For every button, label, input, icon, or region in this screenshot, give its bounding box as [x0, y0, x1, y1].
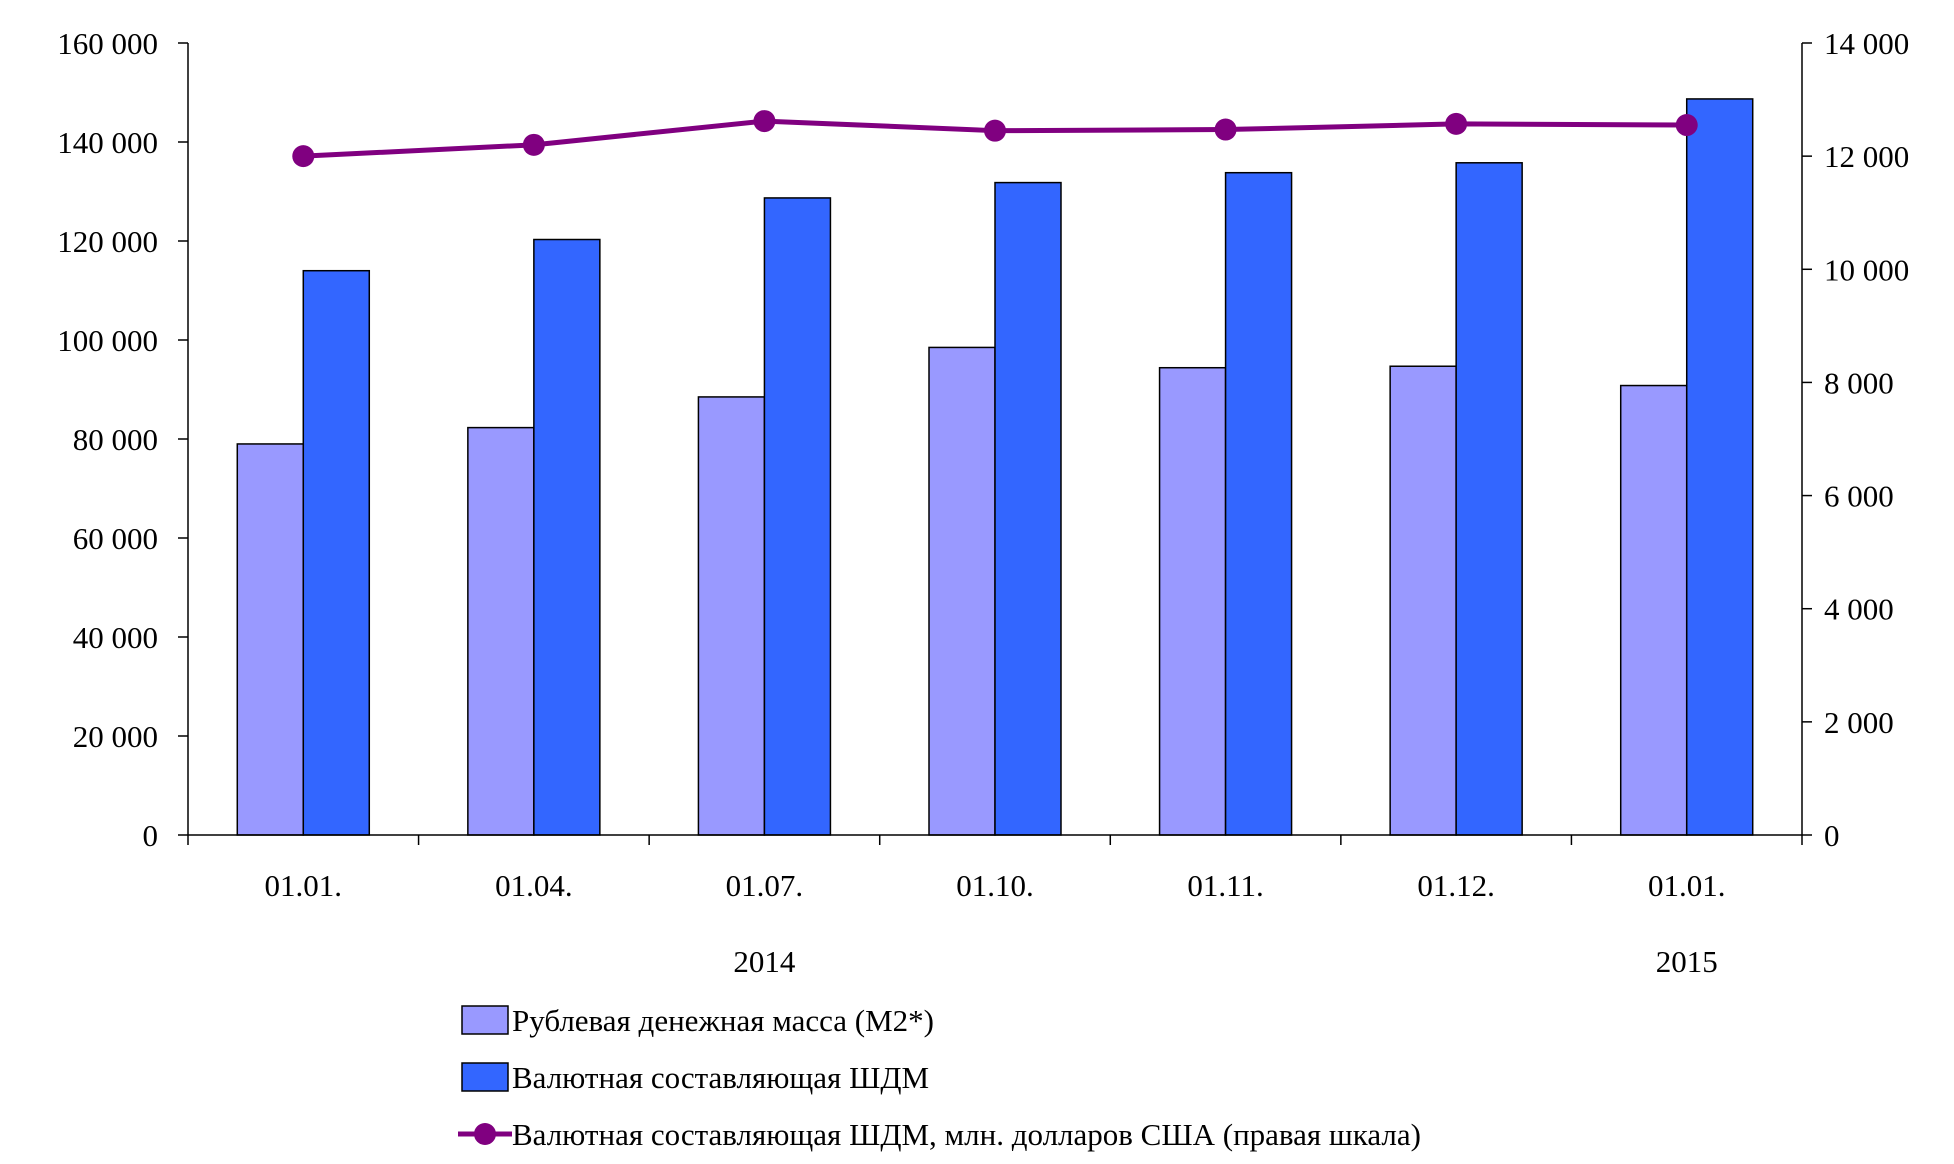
line-point-3: [753, 110, 776, 133]
legend-label: Рублевая денежная масса (М2*): [512, 1003, 934, 1038]
line-point-6: [1445, 112, 1468, 135]
left-tick-label: 60 000: [73, 521, 158, 556]
x-category-label: 01.11.: [1187, 868, 1263, 903]
left-tick-label: 160 000: [57, 26, 158, 61]
bar-series2-5: [1224, 171, 1293, 836]
left-tick-label: 0: [143, 818, 159, 853]
right-tick-label: 2 000: [1824, 705, 1894, 740]
bar-series1-6: [1389, 365, 1457, 836]
x-category-label: 01.07.: [726, 868, 804, 903]
left-tick-label: 40 000: [73, 620, 158, 655]
x-category-label: 01.10.: [956, 868, 1034, 903]
legend-swatch-marker: [474, 1123, 496, 1145]
x-category-label: 01.01.: [265, 868, 343, 903]
x-year-label: 2014: [733, 944, 796, 979]
legend-swatch-bar: [461, 1005, 509, 1035]
bar-series2-4: [994, 181, 1062, 836]
left-tick-label: 20 000: [73, 719, 158, 754]
bar-series1-2: [467, 426, 535, 836]
x-category-label: 01.12.: [1417, 868, 1495, 903]
left-tick-label: 80 000: [73, 422, 158, 457]
bar-series1-4: [928, 346, 996, 836]
left-tick-label: 140 000: [57, 125, 158, 160]
bar-series2-2: [533, 238, 601, 836]
legend-label: Валютная составляющая ШДМ: [512, 1060, 929, 1095]
x-category-label: 01.01.: [1648, 868, 1726, 903]
bar-series1-5: [1158, 366, 1227, 836]
bar-series2-3: [763, 197, 832, 836]
bars-layer: [236, 98, 1754, 836]
bar-series1-1: [236, 443, 305, 836]
line-point-4: [984, 119, 1006, 142]
bar-series1-3: [697, 396, 766, 836]
right-tick-label: 6 000: [1824, 479, 1894, 514]
bar-series2-1: [302, 269, 371, 836]
line-point-1: [292, 145, 315, 168]
right-tick-label: 12 000: [1824, 139, 1909, 174]
line-series-layer: [292, 110, 1698, 168]
right-tick-label: 0: [1824, 818, 1840, 853]
right-tick-label: 8 000: [1824, 365, 1894, 400]
right-tick-label: 10 000: [1824, 252, 1909, 287]
left-tick-label: 100 000: [57, 323, 158, 358]
axes-layer: 0 20 000 40 000 60 000 80 000 100 000 120 000 1…: [57, 26, 1909, 979]
bar-series2-6: [1455, 162, 1523, 836]
legend-swatch-bar: [461, 1062, 509, 1092]
legend-label: Валютная составляющая ШДМ, млн. долларов…: [512, 1117, 1421, 1152]
left-tick-label: 120 000: [57, 224, 158, 259]
right-tick-label: 4 000: [1824, 592, 1894, 627]
line-point-5: [1214, 118, 1237, 141]
right-tick-label: 14 000: [1824, 26, 1909, 61]
legend: Рублевая денежная масса (М2*) Валютная со…: [458, 1003, 1421, 1152]
bar-series2-7: [1685, 98, 1754, 836]
line-point-7: [1675, 114, 1698, 137]
bar-series1-7: [1619, 384, 1688, 836]
x-category-label: 01.04.: [495, 868, 573, 903]
line-point-2: [522, 133, 545, 156]
x-year-label: 2015: [1656, 944, 1718, 979]
